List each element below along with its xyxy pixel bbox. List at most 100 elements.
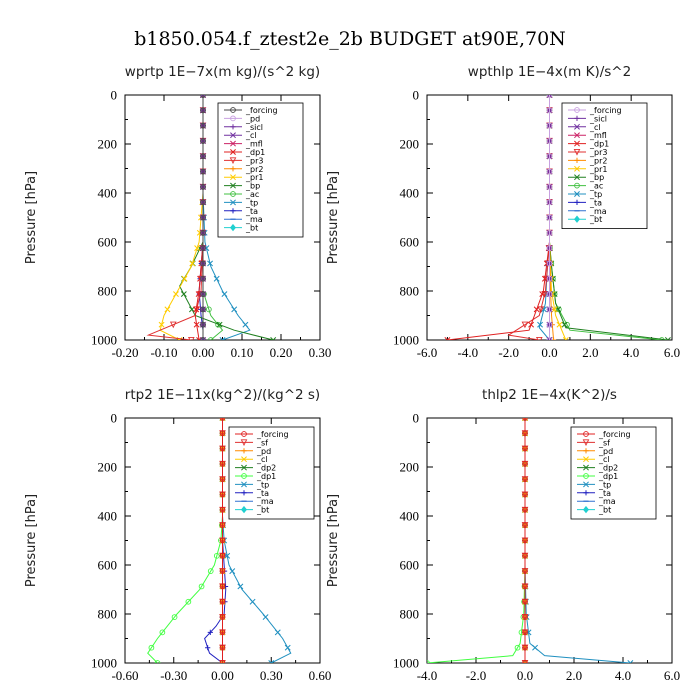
y-tick-label: 800 xyxy=(400,284,420,299)
data-point xyxy=(200,214,206,221)
data-point xyxy=(522,430,528,437)
data-point xyxy=(181,275,188,282)
data-point xyxy=(535,336,543,340)
legend-label: _mfl xyxy=(245,140,263,149)
data-point xyxy=(198,583,205,590)
legend: _forcing_sf_pd_cl_dp2_dp1_tp_ta_ma_bt xyxy=(228,426,315,520)
legend-marker xyxy=(230,174,236,181)
series-line xyxy=(147,418,223,663)
legend-label: _cl xyxy=(256,455,268,464)
data-point xyxy=(206,306,212,313)
legend-label: _bt xyxy=(245,224,258,233)
series-line xyxy=(427,418,526,663)
data-point xyxy=(169,321,177,329)
legend-marker xyxy=(574,115,580,121)
legend-marker xyxy=(574,191,580,197)
data-point xyxy=(200,138,206,144)
y-tick-label: 800 xyxy=(400,607,420,622)
data-point xyxy=(200,107,206,114)
legend-label: _bt xyxy=(598,506,611,515)
data-point xyxy=(207,629,213,635)
panel-title: wpthlp 1E−4x(m K)/s^2 xyxy=(468,64,631,80)
legend-box xyxy=(561,102,648,229)
x-tick-label: -0.20 xyxy=(111,345,138,360)
data-point xyxy=(219,430,226,437)
data-point xyxy=(270,337,277,340)
data-point xyxy=(237,583,244,590)
data-point xyxy=(219,476,226,483)
x-tick-label: 0.30 xyxy=(309,345,332,360)
data-point xyxy=(207,337,214,340)
data-point xyxy=(158,321,165,328)
data-point xyxy=(537,321,544,328)
series-dp1 xyxy=(427,418,528,663)
legend-marker xyxy=(574,165,580,172)
y-axis-label: Pressure [hPa] xyxy=(24,494,39,587)
data-point xyxy=(216,321,223,328)
legend-marker xyxy=(574,107,580,113)
y-tick-label: 800 xyxy=(98,284,118,299)
legend-label: _pd xyxy=(245,114,260,123)
data-point xyxy=(546,275,553,282)
data-point xyxy=(427,660,430,663)
data-point xyxy=(219,337,226,340)
data-point xyxy=(561,321,568,328)
legend-label: _cl xyxy=(589,123,601,132)
legend-label: _tp xyxy=(256,480,269,489)
legend-marker xyxy=(574,215,580,223)
data-point xyxy=(200,229,206,236)
x-tick-label: 4.0 xyxy=(623,345,639,360)
series-forcing xyxy=(546,95,553,340)
data-point xyxy=(194,245,201,252)
legend-label: _bp xyxy=(589,173,604,182)
series-layer xyxy=(444,95,671,340)
series-line xyxy=(507,95,550,340)
x-tick-label: 0.0 xyxy=(541,345,557,360)
data-point xyxy=(522,461,528,467)
data-point xyxy=(219,598,226,605)
y-tick-label: 200 xyxy=(400,137,420,152)
legend-label: _forcing xyxy=(598,430,631,439)
legend-marker xyxy=(574,132,580,139)
legend-label: _pr3 xyxy=(589,148,607,157)
data-point xyxy=(522,598,528,605)
data-point xyxy=(658,337,665,340)
legend-label: _pr1 xyxy=(589,165,607,174)
data-point xyxy=(200,168,206,175)
data-point xyxy=(164,306,171,313)
legend-marker xyxy=(230,132,236,139)
data-point xyxy=(522,660,528,663)
legend-marker xyxy=(583,456,589,463)
data-point xyxy=(546,337,553,340)
data-point xyxy=(522,537,528,544)
data-point xyxy=(219,445,226,452)
data-point xyxy=(189,260,196,267)
x-tick-label: 6.0 xyxy=(664,668,680,683)
chart-panel-1: wprtp 1E−7x(m kg)/(s^2 kg) Pressure [hPa]… xyxy=(24,64,331,360)
panel-title: wprtp 1E−7x(m kg)/(s^2 kg) xyxy=(125,64,320,80)
legend-marker xyxy=(230,124,236,130)
y-tick-label: 200 xyxy=(98,137,118,152)
legend-marker xyxy=(574,157,580,163)
legend-box xyxy=(217,102,304,238)
y-axis-label: Pressure [hPa] xyxy=(326,171,341,264)
data-point xyxy=(537,306,545,313)
legend-label: _ma xyxy=(245,215,263,224)
legend-marker xyxy=(574,174,580,181)
legend-marker xyxy=(230,149,236,155)
data-point xyxy=(627,660,634,663)
data-point xyxy=(188,306,195,313)
legend-marker xyxy=(574,123,580,130)
data-point xyxy=(219,568,226,574)
data-point xyxy=(444,337,451,340)
data-point xyxy=(219,507,226,513)
data-point xyxy=(205,645,211,651)
legend-marker xyxy=(241,431,247,437)
data-point xyxy=(522,522,528,529)
data-point xyxy=(551,291,558,298)
data-point xyxy=(200,306,206,313)
legend-label: _tp xyxy=(598,480,611,489)
legend-label: _sicl xyxy=(589,114,607,123)
data-point xyxy=(213,552,220,559)
